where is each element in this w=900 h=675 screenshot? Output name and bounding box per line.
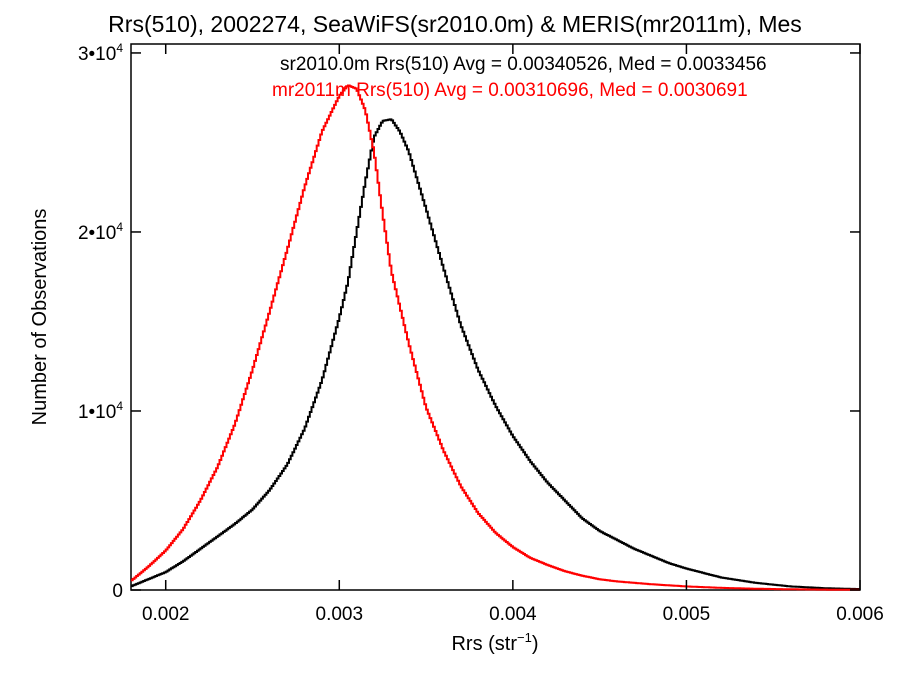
y-tick-label: 3•104 <box>78 41 123 65</box>
y-tick-label: 1•104 <box>78 399 123 423</box>
legend-entry-sr2010: sr2010.0m Rrs(510) Avg = 0.00340526, Med… <box>280 54 767 75</box>
x-tick-label: 0.002 <box>142 604 190 625</box>
y-tick-label: 0 <box>112 581 123 602</box>
series-line-1 <box>131 84 860 591</box>
x-tick-label: 0.006 <box>836 604 884 625</box>
y-axis-title: Number of Observations <box>29 209 51 426</box>
legend-entry-mr2011: mr2011m Rrs(510) Avg = 0.00310696, Med =… <box>272 80 748 101</box>
chart-title: Rrs(510), 2002274, SeaWiFS(sr2010.0m) & … <box>108 11 802 37</box>
x-axis-title-suffix: ) <box>532 633 539 655</box>
x-axis-title: Rrs (str−1) <box>451 630 538 655</box>
ticks-layer: 0.002 0.003 0.004 0.005 0.006 0 1•104 2•104 3•10… <box>78 41 884 625</box>
series-line-0 <box>131 118 860 591</box>
plot-frame <box>130 43 861 591</box>
x-tick-label: 0.005 <box>663 604 711 625</box>
series-layer <box>131 84 860 591</box>
x-axis-title-text: Rrs (str <box>451 633 517 655</box>
legend: sr2010.0m Rrs(510) Avg = 0.00340526, Med… <box>272 54 767 101</box>
x-tick-label: 0.003 <box>316 604 364 625</box>
x-tick-label: 0.004 <box>489 604 537 625</box>
y-tick-label: 2•104 <box>78 220 123 244</box>
x-axis-title-sup: −1 <box>517 630 532 645</box>
